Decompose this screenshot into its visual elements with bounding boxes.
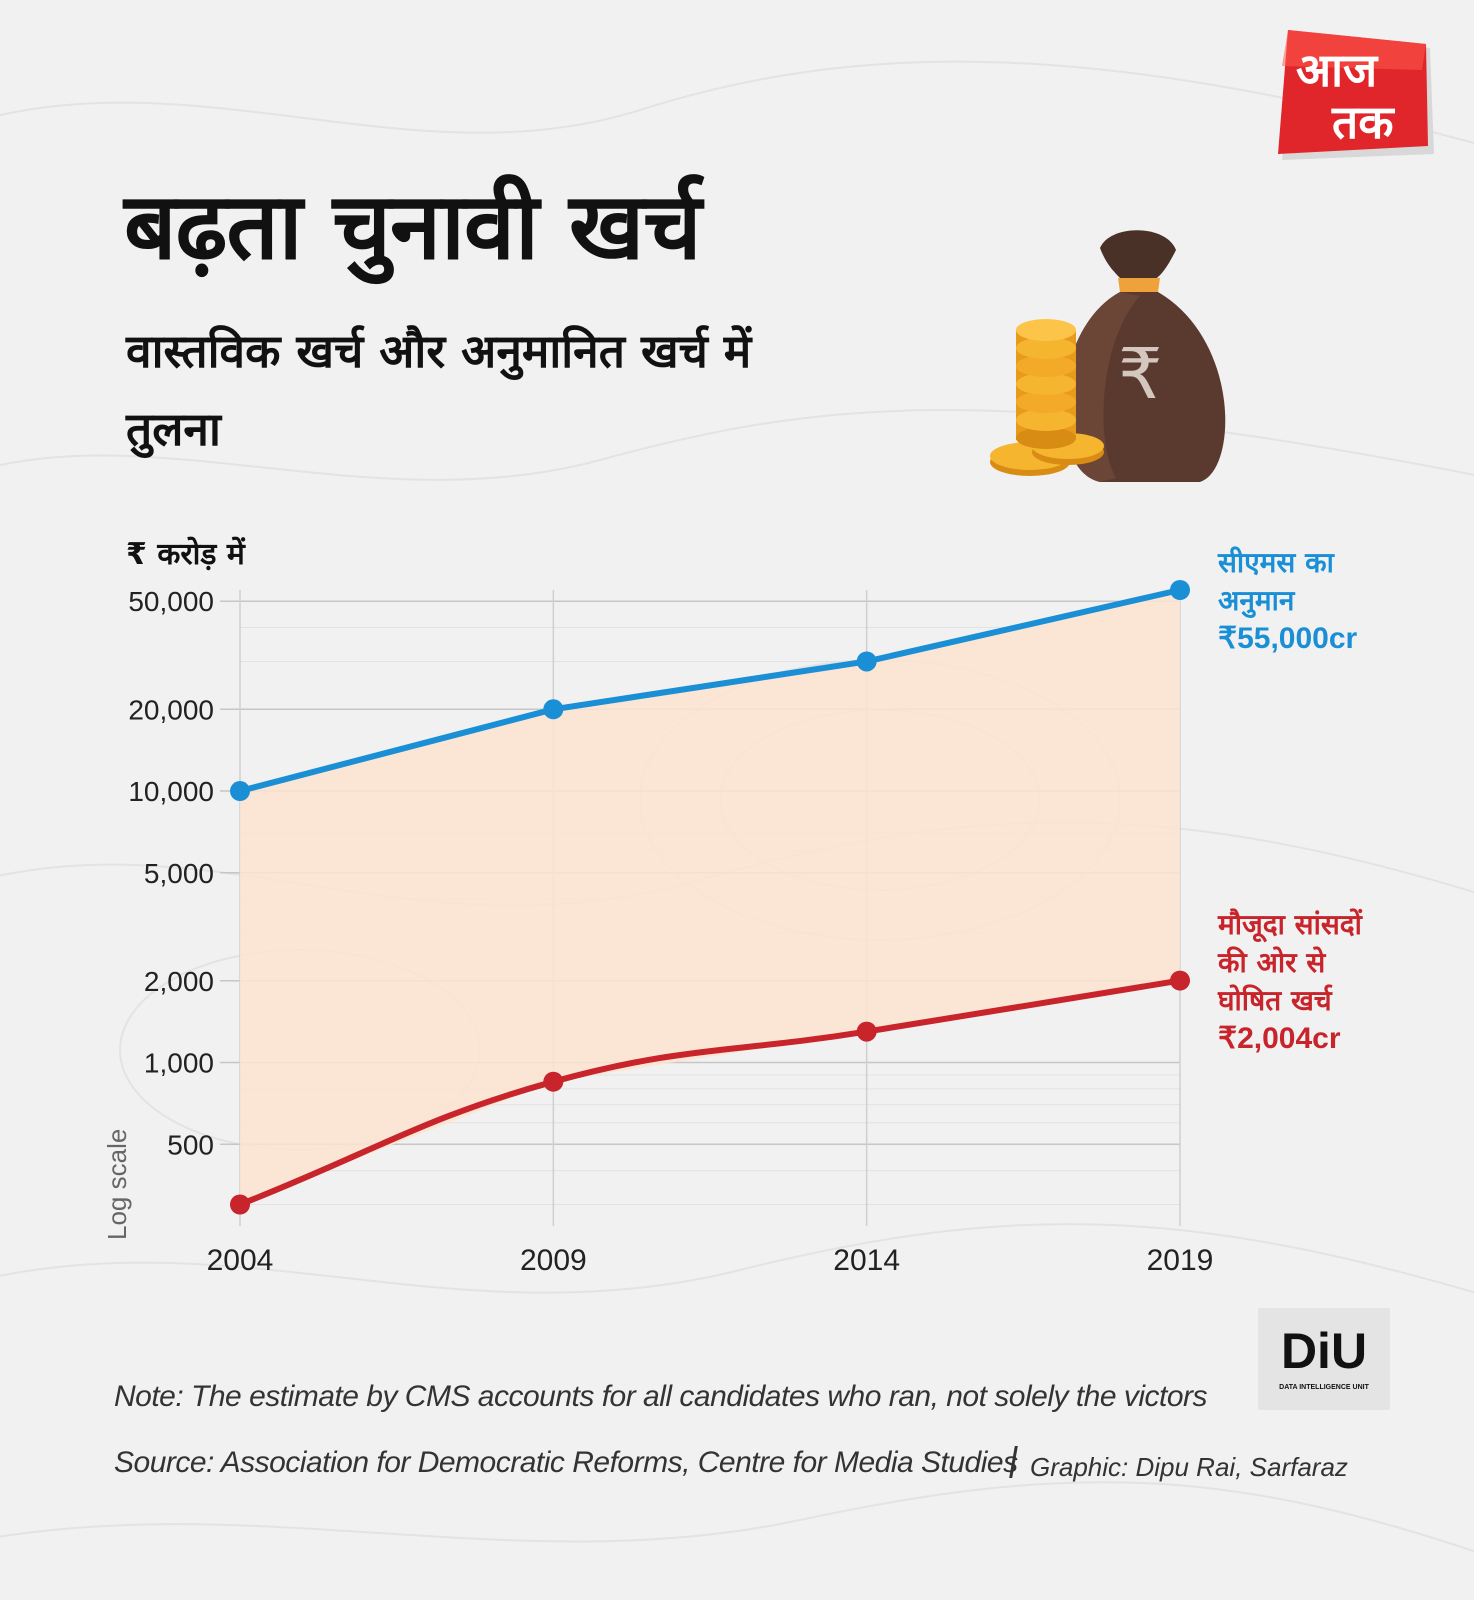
- annotation-cms-line2: अनुमान: [1218, 584, 1295, 617]
- data-point-mp: [230, 1194, 250, 1215]
- logo-word-2: तक: [1331, 95, 1395, 149]
- y-tick-label: 5,000: [144, 858, 214, 889]
- coin-stack-icon: [990, 319, 1104, 476]
- x-tick-label: 2019: [1147, 1244, 1214, 1277]
- diu-logo-text: DiU: [1280, 1323, 1368, 1379]
- data-point-mp: [543, 1071, 564, 1092]
- y-tick-label: 50,000: [128, 586, 214, 617]
- diu-logo: DiU DATA INTELLIGENCE UNIT: [1258, 1308, 1390, 1410]
- page-subtitle: वास्तविक खर्च और अनुमानित खर्च में तुलना: [126, 324, 752, 456]
- data-point-mp: [1170, 970, 1190, 991]
- data-point-cms: [230, 781, 250, 802]
- footnote: Note: The estimate by CMS accounts for a…: [114, 1380, 1208, 1413]
- y-tick-label: 2,000: [144, 966, 214, 997]
- page-title: बढ़ता चुनावी खर्च: [124, 173, 702, 280]
- y-tick-label: 10,000: [128, 776, 214, 807]
- x-tick-label: 2014: [833, 1244, 900, 1277]
- annotation-mp-line1: मौजूदा सांसदों: [1218, 908, 1362, 941]
- source-credit: Source: Association for Democratic Refor…: [114, 1446, 1018, 1479]
- annotation-mp-line2: की ओर से: [1218, 946, 1326, 979]
- annotation-mp: मौजूदा सांसदों की ओर से घोषित खर्च ₹2,00…: [1218, 906, 1468, 1058]
- x-tick-label: 2009: [520, 1244, 587, 1277]
- annotation-mp-line3: घोषित खर्च: [1218, 984, 1332, 1017]
- data-point-cms: [543, 699, 564, 720]
- y-axis-unit-label: ₹ करोड़ में: [126, 537, 245, 572]
- y-tick-label: 1,000: [144, 1048, 214, 1079]
- money-bag-icon: ₹: [990, 230, 1226, 482]
- series-line-cms: [239, 587, 1181, 794]
- annotation-cms: सीएमस का अनुमान ₹55,000cr: [1218, 544, 1458, 658]
- data-point-cms: [1170, 580, 1190, 600]
- diu-logo-subtitle: DATA INTELLIGENCE UNIT: [1279, 1384, 1369, 1391]
- rupee-symbol: ₹: [1118, 333, 1163, 415]
- logo-word-1: आज: [1296, 43, 1379, 97]
- annotation-cms-line1: सीएमस का: [1218, 546, 1334, 579]
- fill-between-area: [240, 590, 1180, 1205]
- data-point-mp: [856, 1021, 877, 1042]
- y-tick-label: 20,000: [128, 694, 214, 725]
- graphic-credit: Graphic: Dipu Rai, Sarfaraz: [1030, 1452, 1348, 1482]
- series-line-mp: [238, 977, 1181, 1208]
- line-chart: 500 1,000 2,000 5,000 10,000 20,000 50,000 200…: [102, 580, 1214, 1277]
- data-point-cms: [856, 651, 877, 672]
- annotation-mp-value: ₹2,004cr: [1218, 1022, 1341, 1055]
- y-tick-label: 500: [167, 1129, 214, 1160]
- x-tick-label: 2004: [207, 1244, 274, 1277]
- log-scale-label: Log scale: [102, 1129, 132, 1240]
- aajtak-logo: आज तक: [1278, 30, 1434, 160]
- annotation-cms-value: ₹55,000cr: [1218, 622, 1358, 655]
